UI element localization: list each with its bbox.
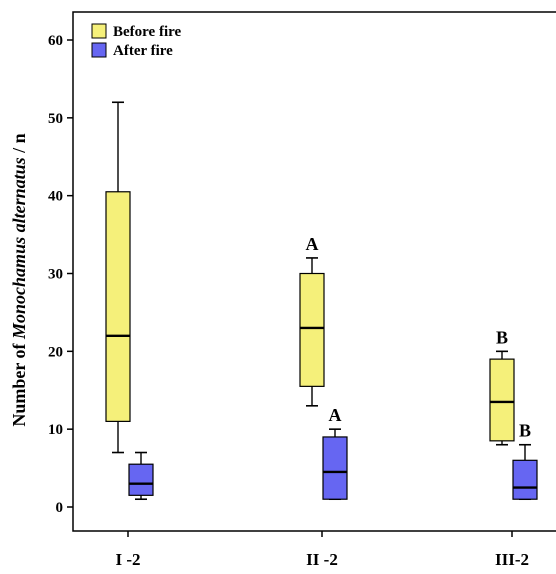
box-before-fire-2: A: [299, 234, 325, 407]
significance-letter: B: [496, 327, 508, 347]
x-category-label: I -2: [115, 550, 140, 569]
y-tick-label: 20: [48, 344, 63, 360]
legend-label: After fire: [113, 43, 173, 59]
legend-swatch: [91, 23, 107, 39]
y-tick-label: 40: [48, 189, 63, 205]
legend-swatch: [91, 42, 107, 58]
box-after-fire-1: [128, 451, 154, 501]
x-category-label: III-2: [495, 550, 529, 569]
iqr-box: [322, 436, 348, 500]
x-category-label: II -2: [306, 550, 338, 569]
significance-letter: A: [329, 405, 342, 425]
iqr-box: [128, 463, 154, 496]
iqr-box: [299, 272, 325, 387]
iqr-box: [489, 358, 515, 442]
significance-letter: A: [306, 234, 319, 254]
y-tick-label: 30: [48, 267, 63, 283]
y-axis-title-species: Monochamus alternatus: [9, 157, 29, 340]
y-tick-label: 50: [48, 111, 63, 127]
legend-label: Before fire: [113, 24, 182, 40]
y-tick-label: 60: [48, 33, 63, 49]
y-axis-title: Number of Monochamus alternatus / n: [9, 133, 29, 426]
significance-letter: B: [519, 421, 531, 441]
box-before-fire-1: [105, 101, 131, 454]
y-axis-title-prefix: Number of: [9, 339, 29, 427]
box-before-fire-3: B: [489, 327, 515, 446]
box-after-fire-2: A: [322, 405, 348, 501]
box-after-fire-3: B: [512, 421, 538, 501]
legend: Before fire After fire: [91, 23, 182, 59]
iqr-box: [105, 191, 131, 422]
y-axis-title-suffix: / n: [9, 133, 29, 157]
iqr-box: [512, 459, 538, 500]
y-tick-label: 0: [56, 500, 64, 516]
y-tick-label: 10: [48, 422, 63, 438]
plot-frame: [72, 11, 556, 532]
plot-area: 0 10 20 30 40 50 60 I -2 II -2 III-2 A B A B Before fi…: [48, 11, 556, 569]
